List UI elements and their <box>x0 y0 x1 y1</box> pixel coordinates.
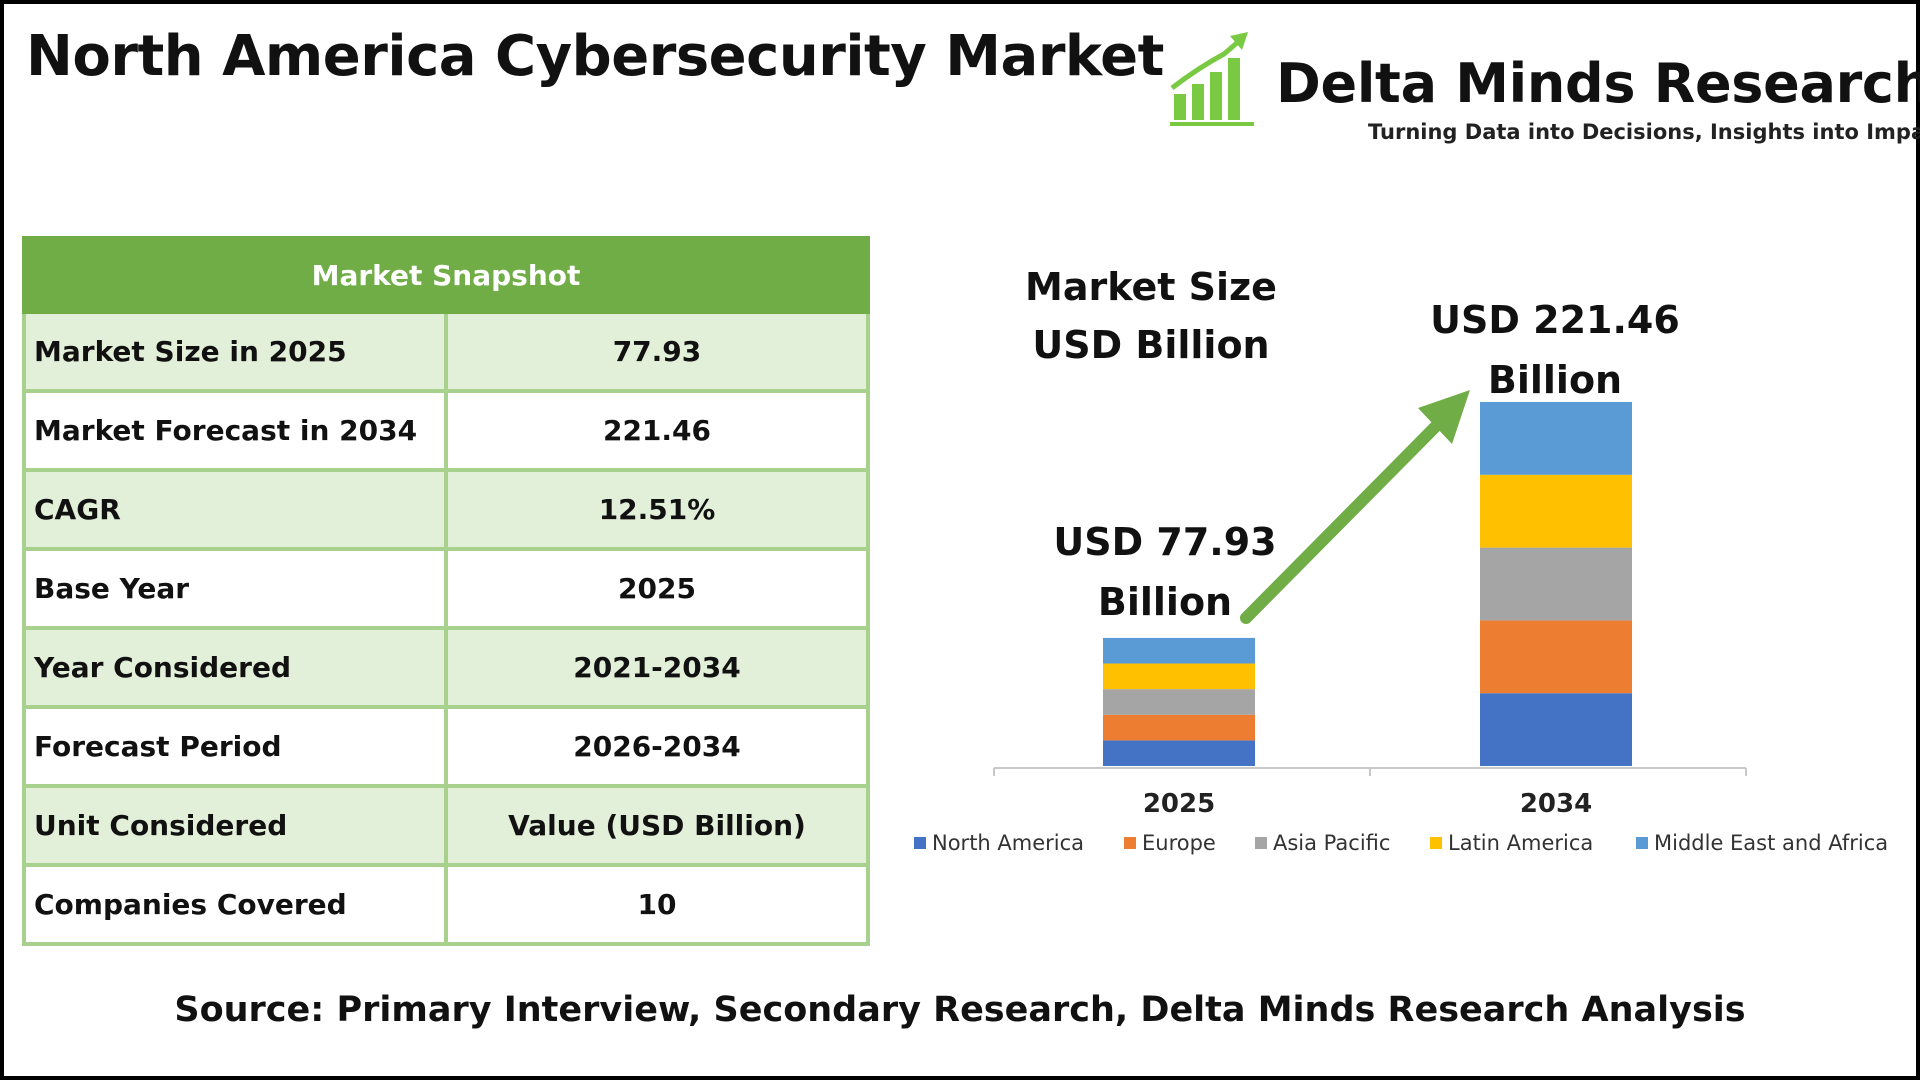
row-label: Market Forecast in 2034 <box>26 393 448 468</box>
row-value: 10 <box>637 888 677 921</box>
legend-label-north-america: North America <box>932 831 1084 855</box>
x-tick-label-2025: 2025 <box>1143 789 1215 819</box>
table-header: Market Snapshot <box>22 236 870 314</box>
row-value: Value (USD Billion) <box>508 809 806 842</box>
row-label: Base Year <box>26 551 448 626</box>
table-row: Forecast Period 2026-2034 <box>22 709 870 788</box>
row-label: Companies Covered <box>26 867 448 942</box>
bar-2034-europe <box>1480 620 1632 694</box>
market-snapshot-table: Market Snapshot Market Size in 2025 77.9… <box>22 236 870 946</box>
bar-2025-asia-pacific <box>1103 689 1255 715</box>
table-row: Market Size in 2025 77.93 <box>22 314 870 393</box>
bar-2025-middle-east-and-africa <box>1103 637 1255 664</box>
brand-logo: Delta Minds Research Turning Data into D… <box>1168 22 1920 152</box>
table-row: CAGR 12.51% <box>22 472 870 551</box>
page-title: North America Cybersecurity Market <box>26 24 1164 89</box>
legend-label-latin-america: Latin America <box>1448 831 1593 855</box>
bar-2025-north-america <box>1103 740 1255 766</box>
bar-2034-middle-east-and-africa <box>1480 402 1632 475</box>
table-row: Year Considered 2021-2034 <box>22 630 870 709</box>
market-size-chart: 2025 2034 North America Europe Asia Pacific L… <box>914 390 1888 855</box>
bar-2034-latin-america <box>1480 474 1632 548</box>
row-label: CAGR <box>26 472 448 547</box>
bar-2025-latin-america <box>1103 663 1255 690</box>
bar-2025-europe <box>1103 714 1255 741</box>
row-value: 77.93 <box>612 335 702 368</box>
row-label: Market Size in 2025 <box>26 314 448 389</box>
row-value: 12.51% <box>598 493 716 526</box>
x-tick-label-2034: 2034 <box>1520 789 1592 819</box>
row-label: Forecast Period <box>26 709 448 784</box>
table-row: Companies Covered 10 <box>22 867 870 946</box>
legend-swatch-asia-pacific <box>1255 837 1267 849</box>
growth-chart-icon <box>1170 32 1254 126</box>
legend-swatch-latin-america <box>1430 837 1442 849</box>
row-value: 2025 <box>618 572 696 605</box>
legend-swatch-europe <box>1124 837 1136 849</box>
row-label: Year Considered <box>26 630 448 705</box>
bar-2034-asia-pacific <box>1480 547 1632 621</box>
growth-arrow-head <box>1418 390 1470 444</box>
table-row: Market Forecast in 2034 221.46 <box>22 393 870 472</box>
bar-total-label-2025: USD 77.93 Billion <box>1053 520 1277 624</box>
row-value: 2021-2034 <box>573 651 741 684</box>
row-value: 221.46 <box>602 414 712 447</box>
chart-title: Market Size USD Billion <box>1025 265 1277 367</box>
table-row: Unit Considered Value (USD Billion) <box>22 788 870 867</box>
row-label: Unit Considered <box>26 788 448 863</box>
legend-label-europe: Europe <box>1142 831 1216 855</box>
bar-total-label-2034: USD 221.46 Billion <box>1430 298 1680 402</box>
table-row: Base Year 2025 <box>22 551 870 630</box>
bar-2034-north-america <box>1480 693 1632 766</box>
source-note: Source: Primary Interview, Secondary Res… <box>174 990 1746 1030</box>
legend-swatch-middle-east-and-africa <box>1636 837 1648 849</box>
growth-arrow-shaft <box>1240 408 1454 624</box>
legend-label-middle-east-and-africa: Middle East and Africa <box>1654 831 1888 855</box>
legend-swatch-north-america <box>914 837 926 849</box>
brand-tagline: Turning Data into Decisions, Insights in… <box>1368 120 1920 144</box>
legend-label-asia-pacific: Asia Pacific <box>1273 831 1390 855</box>
brand-name: Delta Minds Research <box>1276 52 1920 115</box>
row-value: 2026-2034 <box>573 730 741 763</box>
